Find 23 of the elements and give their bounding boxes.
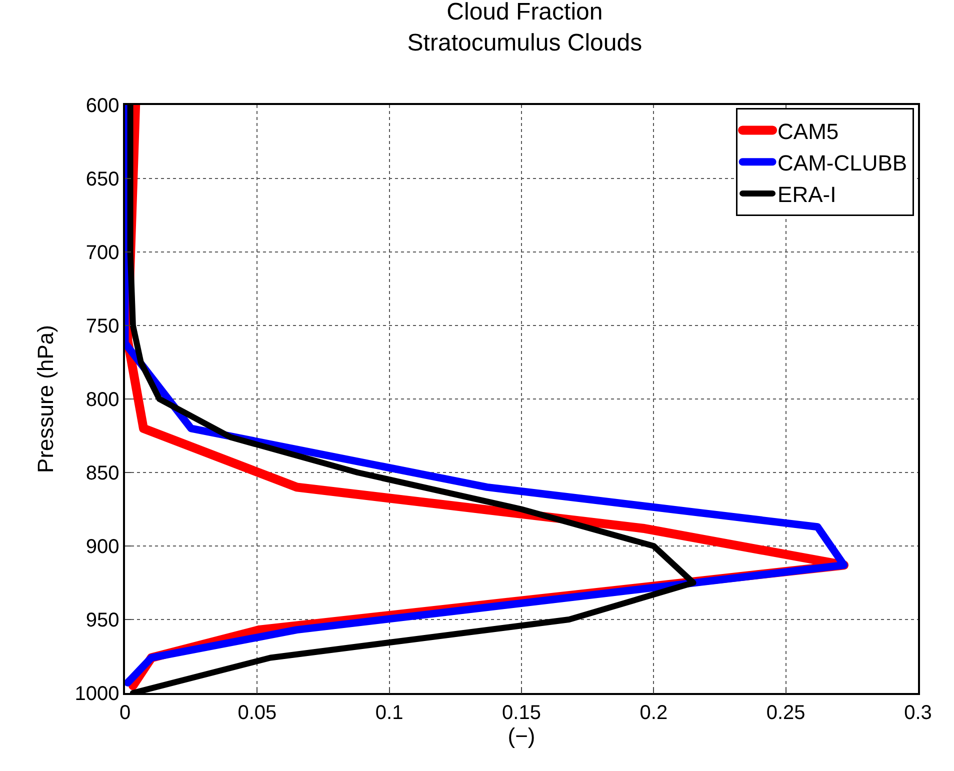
- x-tick-label: 0.25: [766, 702, 806, 724]
- x-tick-label: 0.15: [502, 702, 541, 724]
- y-tick-label: 700: [86, 242, 120, 264]
- y-tick-label: 650: [86, 168, 120, 190]
- y-tick-label: 900: [86, 536, 120, 558]
- chart-subtitle: Stratocumulus Clouds: [407, 29, 642, 56]
- legend-label: CAM-CLUBB: [778, 150, 908, 176]
- y-tick-label: 950: [86, 610, 120, 632]
- x-axis-title: (−): [508, 724, 536, 749]
- legend-label: ERA-I: [778, 182, 836, 208]
- chart-title: Cloud Fraction: [446, 0, 603, 26]
- y-tick-label: 750: [86, 316, 120, 338]
- y-tick-label: 850: [86, 462, 120, 484]
- legend-label: CAM5: [778, 118, 839, 144]
- x-tick-label: 0.05: [238, 702, 277, 724]
- y-tick-label: 1000: [74, 683, 120, 705]
- x-tick-label: 0: [119, 702, 131, 724]
- x-tick-label: 0.2: [640, 702, 668, 724]
- x-tick-label: 0.1: [375, 702, 404, 724]
- x-tick-label: 0.3: [904, 702, 932, 724]
- y-axis-title: Pressure (hPa): [33, 325, 58, 473]
- y-tick-label: 600: [86, 95, 120, 117]
- y-tick-label: 800: [86, 389, 120, 411]
